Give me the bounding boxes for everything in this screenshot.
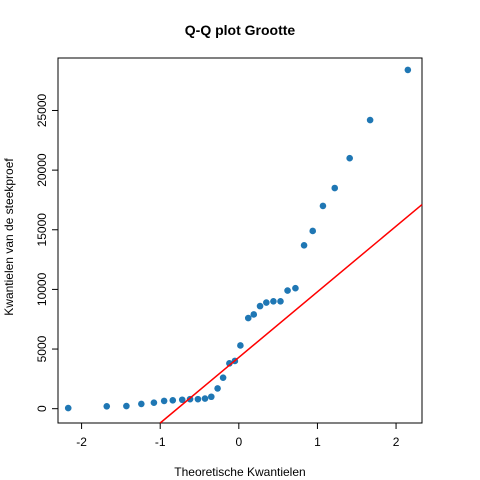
data-point <box>214 385 221 392</box>
plot-frame <box>57 57 423 424</box>
x-tick-label: -1 <box>155 435 166 449</box>
data-point <box>194 395 202 403</box>
y-tick-label: 0 <box>35 405 49 412</box>
y-axis-label: Kwantielen van de steekproef <box>2 158 16 316</box>
data-point <box>256 302 264 310</box>
y-tick-label: 10000 <box>35 272 49 306</box>
x-tick-label: -2 <box>76 435 87 449</box>
data-point <box>331 184 339 192</box>
data-point <box>277 298 284 305</box>
data-point <box>366 116 374 124</box>
data-point <box>123 402 130 410</box>
data-point <box>138 400 145 408</box>
data-point <box>103 403 111 410</box>
x-tick-label: 1 <box>314 435 321 449</box>
data-point <box>284 287 291 294</box>
data-point <box>319 202 327 210</box>
data-point <box>219 374 227 381</box>
reference-line <box>159 203 423 424</box>
data-point <box>169 397 177 404</box>
data-points <box>64 66 412 412</box>
data-point <box>237 342 244 349</box>
data-point <box>178 396 186 404</box>
y-tick-label: 25000 <box>35 93 49 127</box>
data-point <box>244 314 252 322</box>
data-point <box>64 404 72 412</box>
data-point <box>160 397 168 405</box>
data-point <box>263 299 270 306</box>
y-tick-label: 20000 <box>35 153 49 187</box>
data-point <box>250 311 258 318</box>
x-tick-label: 0 <box>235 435 242 449</box>
data-point <box>292 284 299 292</box>
data-point <box>346 154 353 162</box>
y-tick-label: 5000 <box>35 335 49 362</box>
data-point <box>270 298 277 305</box>
data-point <box>226 360 233 367</box>
data-point <box>150 399 158 407</box>
x-tick-label: 2 <box>393 435 400 449</box>
data-point <box>404 66 412 74</box>
x-axis: -2 -1 0 1 2 <box>76 423 400 449</box>
data-point <box>201 395 209 402</box>
chart-title: Q-Q plot Grootte <box>185 22 296 38</box>
data-point <box>208 393 215 401</box>
data-point <box>309 227 317 235</box>
x-axis-label: Theoretische Kwantielen <box>174 465 305 479</box>
y-axis: 0 5000 10000 15000 20000 25000 <box>35 93 58 412</box>
data-point <box>300 241 308 249</box>
y-tick-label: 15000 <box>35 213 49 247</box>
